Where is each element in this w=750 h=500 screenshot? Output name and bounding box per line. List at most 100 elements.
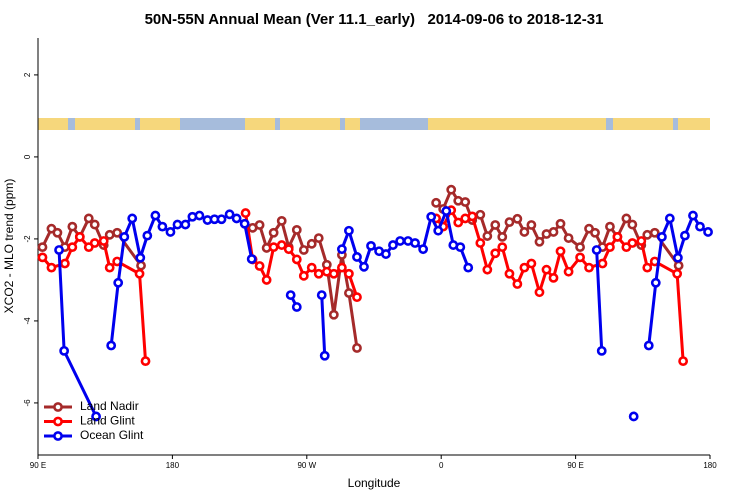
data-point	[194, 210, 205, 221]
data-point	[590, 227, 600, 238]
x-axis-label: Longitude	[348, 476, 401, 490]
data-point	[395, 236, 406, 246]
data-point	[276, 240, 287, 250]
data-point	[575, 252, 585, 263]
data-point	[441, 206, 452, 216]
data-point	[37, 252, 48, 263]
data-point	[54, 245, 64, 255]
data-point	[344, 288, 354, 298]
data-point	[268, 242, 279, 253]
data-point	[621, 213, 632, 224]
data-point	[344, 225, 354, 236]
data-point	[67, 242, 78, 253]
data-point	[410, 238, 420, 248]
data-point	[246, 254, 257, 264]
data-point	[575, 242, 585, 253]
legend-marker	[53, 416, 63, 427]
y-tick-label: 0	[23, 154, 32, 159]
data-point	[37, 242, 48, 253]
data-point	[291, 224, 302, 235]
data-point	[688, 210, 698, 221]
data-point	[678, 356, 689, 367]
data-point	[650, 277, 661, 288]
data-point	[628, 411, 639, 422]
data-point	[352, 252, 362, 262]
data-point	[83, 213, 94, 224]
legend-marker	[53, 402, 63, 412]
data-point	[59, 258, 70, 269]
data-point	[52, 227, 63, 238]
data-point	[548, 272, 559, 283]
data-point	[298, 245, 309, 255]
data-point	[285, 290, 296, 300]
data-point	[475, 238, 486, 248]
data-point	[548, 227, 559, 237]
data-point	[336, 262, 347, 273]
data-point	[254, 261, 265, 271]
data-point	[672, 252, 683, 263]
data-point	[490, 248, 501, 259]
data-point	[46, 262, 57, 273]
data-point	[136, 260, 146, 271]
data-point	[283, 244, 294, 255]
data-point	[680, 230, 690, 241]
data-point	[224, 209, 235, 220]
x-tick-label: 90 E	[30, 461, 46, 470]
y-tick-label: -6	[23, 399, 32, 407]
data-point	[316, 290, 327, 300]
data-point	[366, 240, 376, 251]
data-point	[596, 345, 607, 356]
data-point	[291, 254, 302, 265]
data-point	[313, 268, 324, 279]
x-tick-label: 180	[703, 461, 717, 470]
data-point	[460, 197, 471, 207]
data-point	[104, 229, 115, 240]
data-point	[627, 219, 638, 230]
data-point	[431, 197, 442, 208]
data-point	[98, 236, 109, 246]
data-point	[695, 221, 705, 232]
x-tick-label: 90 W	[297, 461, 316, 470]
data-point	[672, 268, 683, 279]
data-point	[276, 215, 287, 226]
data-point	[418, 244, 429, 255]
data-point	[642, 229, 653, 240]
data-point	[497, 242, 508, 253]
data-point	[291, 302, 302, 312]
data-point	[91, 411, 101, 422]
data-point	[328, 268, 339, 279]
data-point	[526, 258, 537, 269]
chart-title: 50N-55N Annual Mean (Ver 11.1_early) 201…	[145, 11, 604, 28]
data-point	[112, 227, 123, 238]
data-point	[231, 213, 242, 224]
data-point	[504, 268, 515, 279]
data-point	[541, 264, 552, 275]
data-point	[636, 236, 647, 246]
data-point	[106, 340, 117, 351]
data-point	[504, 217, 515, 228]
x-tick-label: 90 E	[567, 461, 583, 470]
data-point	[526, 220, 537, 230]
data-point	[254, 220, 265, 230]
data-point	[490, 220, 501, 230]
data-point	[328, 309, 339, 320]
land-mask-strip	[38, 118, 710, 130]
series-line	[57, 209, 709, 418]
data-point	[388, 240, 398, 250]
data-point	[359, 261, 369, 272]
data-point	[584, 262, 594, 273]
x-tick-label: 0	[439, 461, 444, 470]
data-point	[446, 184, 457, 195]
data-point	[113, 277, 124, 288]
data-point	[643, 340, 654, 351]
data-point	[612, 231, 623, 242]
data-point	[433, 225, 444, 236]
y-tick-label: -2	[23, 235, 32, 243]
data-point	[475, 209, 486, 220]
data-point	[306, 238, 317, 249]
data-point	[673, 260, 684, 271]
data-point	[261, 275, 272, 285]
data-point	[352, 292, 362, 303]
data-point	[597, 258, 608, 269]
data-point	[605, 242, 615, 253]
